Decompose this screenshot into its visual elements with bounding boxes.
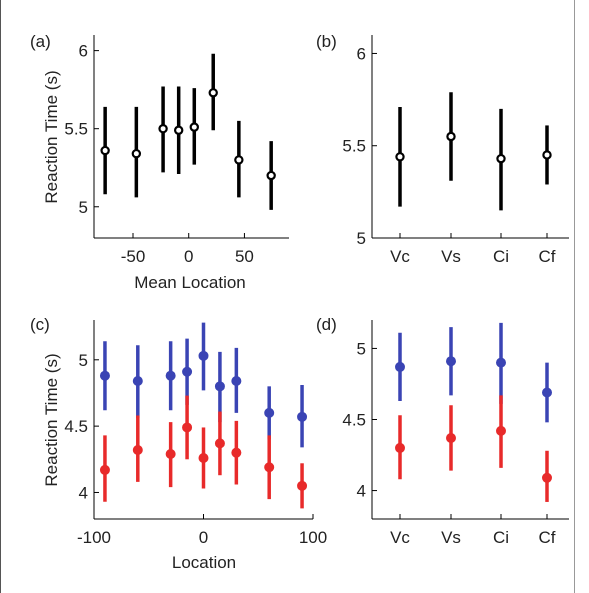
- y-tick-label: 5: [79, 351, 88, 370]
- data-point: [395, 152, 405, 162]
- x-tick-label: Vs: [441, 247, 461, 266]
- y-axis-label: Reaction Time (s): [42, 353, 61, 486]
- y-tick-label: 5.5: [64, 120, 88, 139]
- data-point: [266, 170, 276, 181]
- x-tick-label: 0: [199, 528, 208, 547]
- x-tick-label: Vs: [441, 528, 461, 547]
- data-point: [446, 432, 456, 443]
- data-point: [198, 452, 209, 463]
- data-point: [542, 472, 552, 483]
- data-point: [214, 438, 225, 449]
- data-point: [496, 357, 506, 368]
- y-tick-label: 5: [357, 229, 366, 248]
- x-axis-label: Location: [172, 553, 236, 572]
- x-tick-label: Cf: [539, 247, 556, 266]
- data-point: [99, 464, 110, 475]
- y-axis-label: Reaction Time (s): [42, 70, 61, 203]
- x-tick-label: Cf: [539, 528, 556, 547]
- data-point: [234, 155, 244, 165]
- data-point: [182, 422, 193, 433]
- data-point: [198, 350, 209, 361]
- data-point: [542, 150, 552, 160]
- data-point: [214, 381, 225, 392]
- y-tick-label: 6: [357, 44, 366, 63]
- x-tick-label: Vc: [390, 247, 410, 266]
- data-point: [173, 125, 184, 135]
- data-point: [231, 447, 242, 458]
- x-tick-label: 0: [184, 247, 193, 266]
- data-point: [100, 145, 110, 156]
- y-tick-label: 4: [357, 482, 366, 501]
- data-point: [264, 462, 275, 473]
- data-point: [165, 448, 176, 459]
- x-tick-label: 100: [299, 528, 327, 547]
- data-point: [189, 122, 199, 132]
- y-tick-label: 5.5: [342, 137, 366, 156]
- x-tick-label: Vc: [390, 528, 410, 547]
- data-point: [208, 88, 218, 98]
- panel-label: (b): [316, 32, 337, 51]
- data-point: [99, 370, 110, 381]
- data-point: [131, 148, 142, 159]
- data-point: [132, 376, 143, 387]
- x-axis-label: Mean Location: [134, 273, 246, 292]
- x-tick-label: 50: [235, 247, 254, 266]
- page-border-right: [574, 0, 575, 593]
- data-point: [395, 442, 405, 453]
- x-tick-label: -50: [121, 247, 146, 266]
- data-point: [446, 131, 456, 142]
- y-tick-label: 5: [357, 339, 366, 358]
- x-tick-label: Ci: [493, 247, 509, 266]
- data-point: [165, 370, 176, 381]
- x-tick-label: Ci: [493, 528, 509, 547]
- data-point: [542, 387, 552, 398]
- y-tick-label: 5: [79, 198, 88, 217]
- data-point: [231, 376, 242, 387]
- data-point: [496, 425, 506, 436]
- x-tick-label: -100: [77, 528, 111, 547]
- panel-label: (a): [30, 32, 51, 51]
- data-point: [158, 123, 168, 134]
- panel-label: (c): [30, 315, 50, 334]
- data-point: [264, 407, 275, 418]
- y-tick-label: 6: [79, 42, 88, 61]
- data-point: [297, 480, 308, 491]
- y-tick-label: 4.5: [64, 417, 88, 436]
- data-point: [297, 411, 308, 422]
- page-border-left: [0, 0, 1, 593]
- data-point: [395, 361, 405, 372]
- y-tick-label: 4.5: [342, 411, 366, 430]
- data-point: [496, 153, 506, 164]
- data-point: [132, 445, 143, 456]
- y-tick-label: 4: [79, 483, 88, 502]
- panel-label: (d): [316, 315, 337, 334]
- data-point: [182, 366, 193, 377]
- data-point: [446, 356, 456, 367]
